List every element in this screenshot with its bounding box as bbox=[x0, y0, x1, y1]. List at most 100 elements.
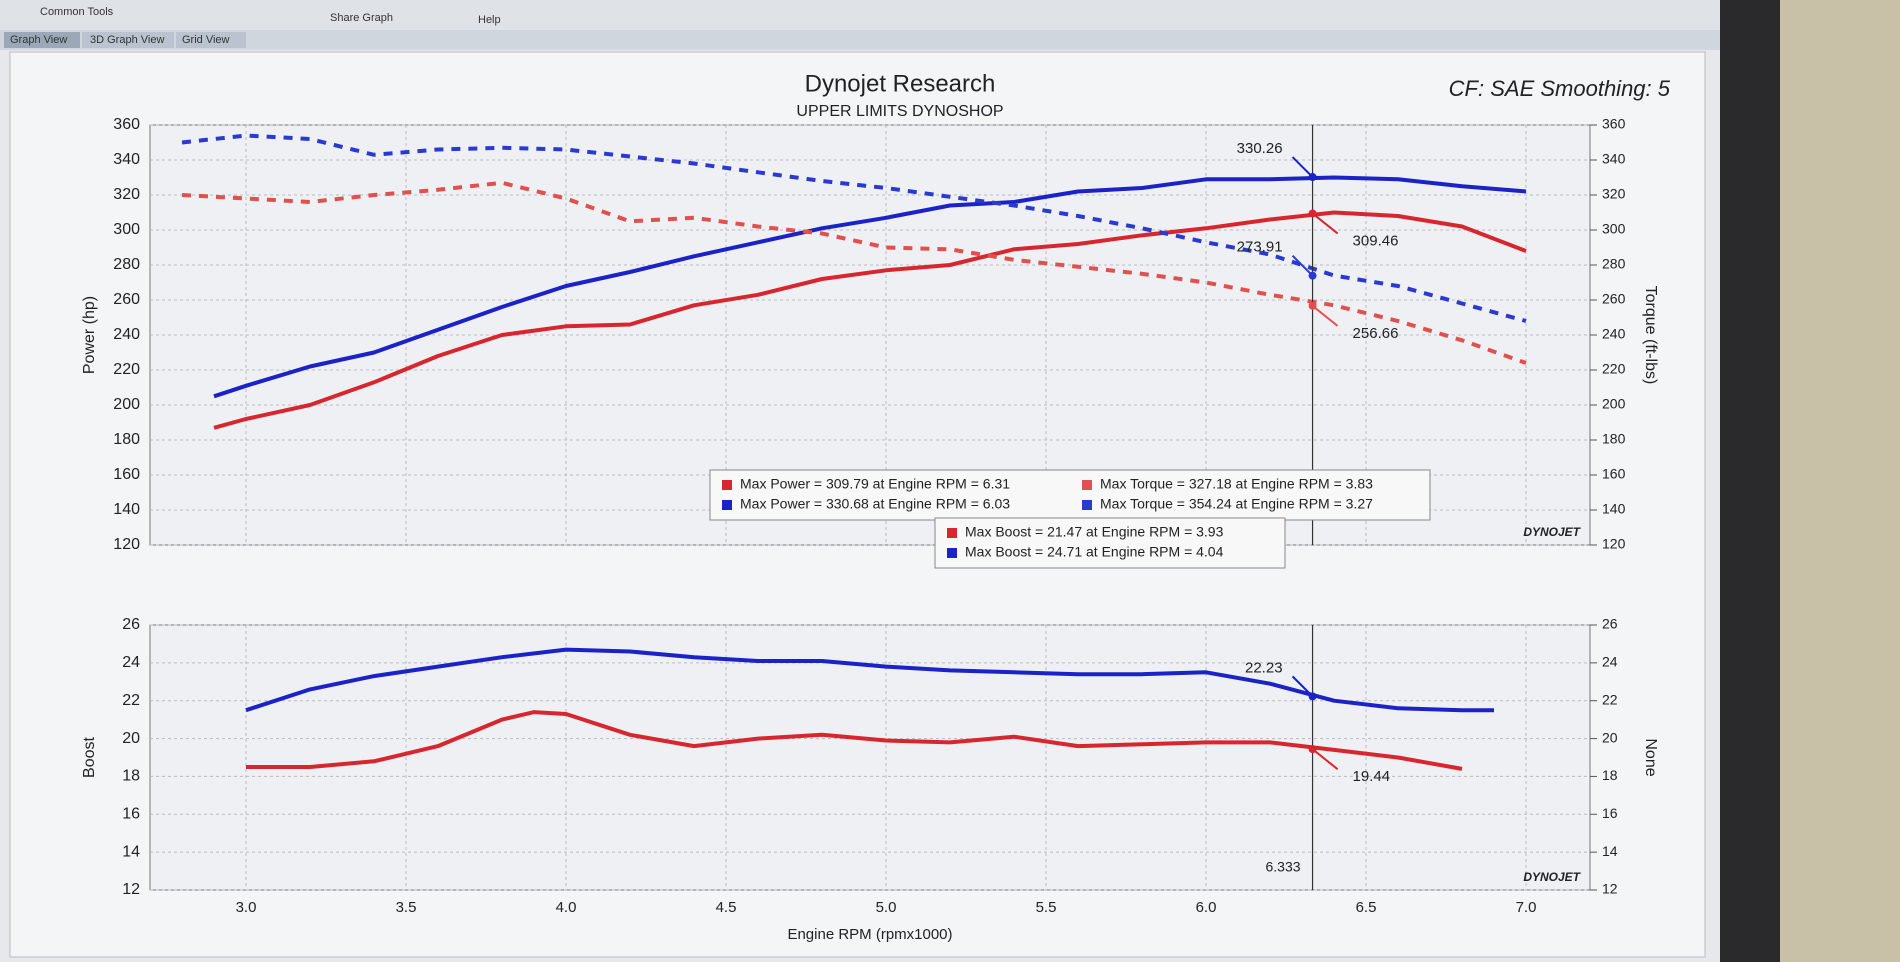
x-tick-label: 6.0 bbox=[1196, 899, 1217, 916]
y2-tick-label: 180 bbox=[1602, 431, 1626, 447]
tab[interactable] bbox=[4, 32, 80, 48]
y2-tick-label: 120 bbox=[1602, 536, 1626, 552]
y-tick-label: 16 bbox=[122, 806, 140, 823]
x-axis-label: Engine RPM (rpmx1000) bbox=[787, 926, 952, 943]
y-tick-label: 26 bbox=[122, 616, 140, 633]
cursor-label: 6.333 bbox=[1266, 859, 1301, 875]
y-axis-label: Power (hp) bbox=[81, 296, 98, 374]
y2-tick-label: 200 bbox=[1602, 396, 1626, 412]
readout-arrow bbox=[1291, 675, 1314, 698]
y-tick-label: 320 bbox=[113, 186, 140, 203]
y-tick-label: 340 bbox=[113, 151, 140, 168]
y2-tick-label: 240 bbox=[1602, 326, 1626, 342]
readout-arrow bbox=[1291, 254, 1314, 277]
y-tick-label: 280 bbox=[113, 256, 140, 273]
y2-tick-label: 20 bbox=[1602, 729, 1618, 745]
y-axis-label: Boost bbox=[81, 736, 98, 777]
readout-label: 273.91 bbox=[1237, 239, 1283, 256]
x-tick-label: 3.5 bbox=[396, 899, 417, 916]
readout-point bbox=[1308, 745, 1317, 754]
stats-entry: Max Torque = 354.24 at Engine RPM = 3.27 bbox=[1100, 496, 1373, 512]
logo: DYNOJET bbox=[1523, 870, 1581, 884]
stats-swatch bbox=[947, 528, 957, 538]
stats-entry: Max Boost = 21.47 at Engine RPM = 3.93 bbox=[965, 524, 1224, 540]
x-tick-label: 6.5 bbox=[1356, 899, 1377, 916]
y2-tick-label: 22 bbox=[1602, 691, 1618, 707]
stats-swatch bbox=[947, 548, 957, 558]
x-tick-label: 7.0 bbox=[1516, 899, 1537, 916]
x-tick-label: 3.0 bbox=[236, 899, 257, 916]
readout-point bbox=[1308, 692, 1317, 701]
menu-item[interactable]: Help bbox=[478, 14, 501, 26]
y-tick-label: 20 bbox=[122, 730, 140, 747]
menu-item[interactable]: Common Tools bbox=[40, 6, 114, 18]
readout-point bbox=[1308, 209, 1317, 218]
readout-label: 309.46 bbox=[1353, 232, 1399, 249]
y-tick-label: 240 bbox=[113, 326, 140, 343]
y-tick-label: 360 bbox=[113, 116, 140, 133]
tab[interactable] bbox=[82, 32, 174, 48]
x-tick-label: 4.5 bbox=[716, 899, 737, 916]
y2-tick-label: 140 bbox=[1602, 501, 1626, 517]
readout-arrow bbox=[1311, 748, 1339, 770]
tab-label[interactable]: Graph View bbox=[10, 34, 67, 46]
stats-box bbox=[934, 517, 1286, 569]
y2-tick-label: 18 bbox=[1602, 767, 1618, 783]
y-tick-label: 220 bbox=[113, 361, 140, 378]
y2-tick-label: 14 bbox=[1602, 843, 1618, 859]
y2-axis-label: Torque (ft-lbs) bbox=[1642, 286, 1659, 385]
y2-tick-label: 360 bbox=[1602, 116, 1626, 132]
torque-line bbox=[181, 133, 1527, 323]
y-tick-label: 300 bbox=[113, 221, 140, 238]
y-tick-label: 12 bbox=[122, 881, 140, 898]
y2-tick-label: 16 bbox=[1602, 805, 1618, 821]
y-tick-label: 200 bbox=[113, 396, 140, 413]
y-tick-label: 140 bbox=[113, 501, 140, 518]
chart-title: Dynojet Research bbox=[805, 70, 996, 97]
x-tick-label: 5.0 bbox=[876, 899, 897, 916]
readout-arrow bbox=[1291, 156, 1314, 178]
y-tick-label: 14 bbox=[122, 843, 140, 860]
menu-item[interactable]: Share Graph bbox=[330, 12, 393, 24]
y-tick-label: 180 bbox=[113, 431, 140, 448]
readout-label: 22.23 bbox=[1245, 659, 1283, 676]
stats-box bbox=[709, 469, 1431, 521]
stats-entry: Max Boost = 24.71 at Engine RPM = 4.04 bbox=[965, 544, 1224, 560]
y-tick-label: 120 bbox=[113, 536, 140, 553]
y2-tick-label: 12 bbox=[1602, 881, 1618, 897]
bezel bbox=[1720, 0, 1780, 962]
tab-strip bbox=[0, 30, 1720, 50]
y2-tick-label: 260 bbox=[1602, 291, 1626, 307]
stats-entry: Max Power = 330.68 at Engine RPM = 6.03 bbox=[740, 496, 1010, 512]
y2-tick-label: 24 bbox=[1602, 654, 1618, 670]
readout-label: 330.26 bbox=[1237, 140, 1283, 157]
stats-swatch bbox=[722, 480, 732, 490]
tabs: Graph View 3D Graph View Grid View bbox=[4, 32, 246, 48]
readout-label: 256.66 bbox=[1353, 325, 1399, 342]
chart-subtitle: UPPER LIMITS DYNOSHOP bbox=[796, 103, 1003, 120]
y-tick-label: 260 bbox=[113, 291, 140, 308]
data-line bbox=[213, 175, 1527, 399]
stats-swatch bbox=[722, 500, 732, 510]
y-tick-label: 24 bbox=[122, 654, 140, 671]
readout-label: 19.44 bbox=[1353, 768, 1391, 785]
readout-point bbox=[1308, 173, 1317, 182]
tab[interactable] bbox=[176, 32, 246, 48]
menu: Common Tools Share Graph Help bbox=[40, 6, 501, 26]
readout-point bbox=[1308, 301, 1317, 310]
readout-arrow bbox=[1311, 212, 1339, 235]
data-line bbox=[213, 210, 1527, 430]
stats-entry: Max Power = 309.79 at Engine RPM = 6.31 bbox=[740, 476, 1010, 492]
y2-axis-label: None bbox=[1642, 738, 1659, 776]
y2-tick-label: 220 bbox=[1602, 361, 1626, 377]
y-tick-label: 160 bbox=[113, 466, 140, 483]
tab-label[interactable]: Grid View bbox=[182, 34, 230, 46]
tab-label[interactable]: 3D Graph View bbox=[90, 34, 164, 46]
y2-tick-label: 160 bbox=[1602, 466, 1626, 482]
y-tick-label: 22 bbox=[122, 692, 140, 709]
toolbar bbox=[0, 0, 1720, 30]
y2-tick-label: 320 bbox=[1602, 186, 1626, 202]
annotation: CF: SAE Smoothing: 5 bbox=[1449, 76, 1671, 101]
y2-tick-label: 300 bbox=[1602, 221, 1626, 237]
